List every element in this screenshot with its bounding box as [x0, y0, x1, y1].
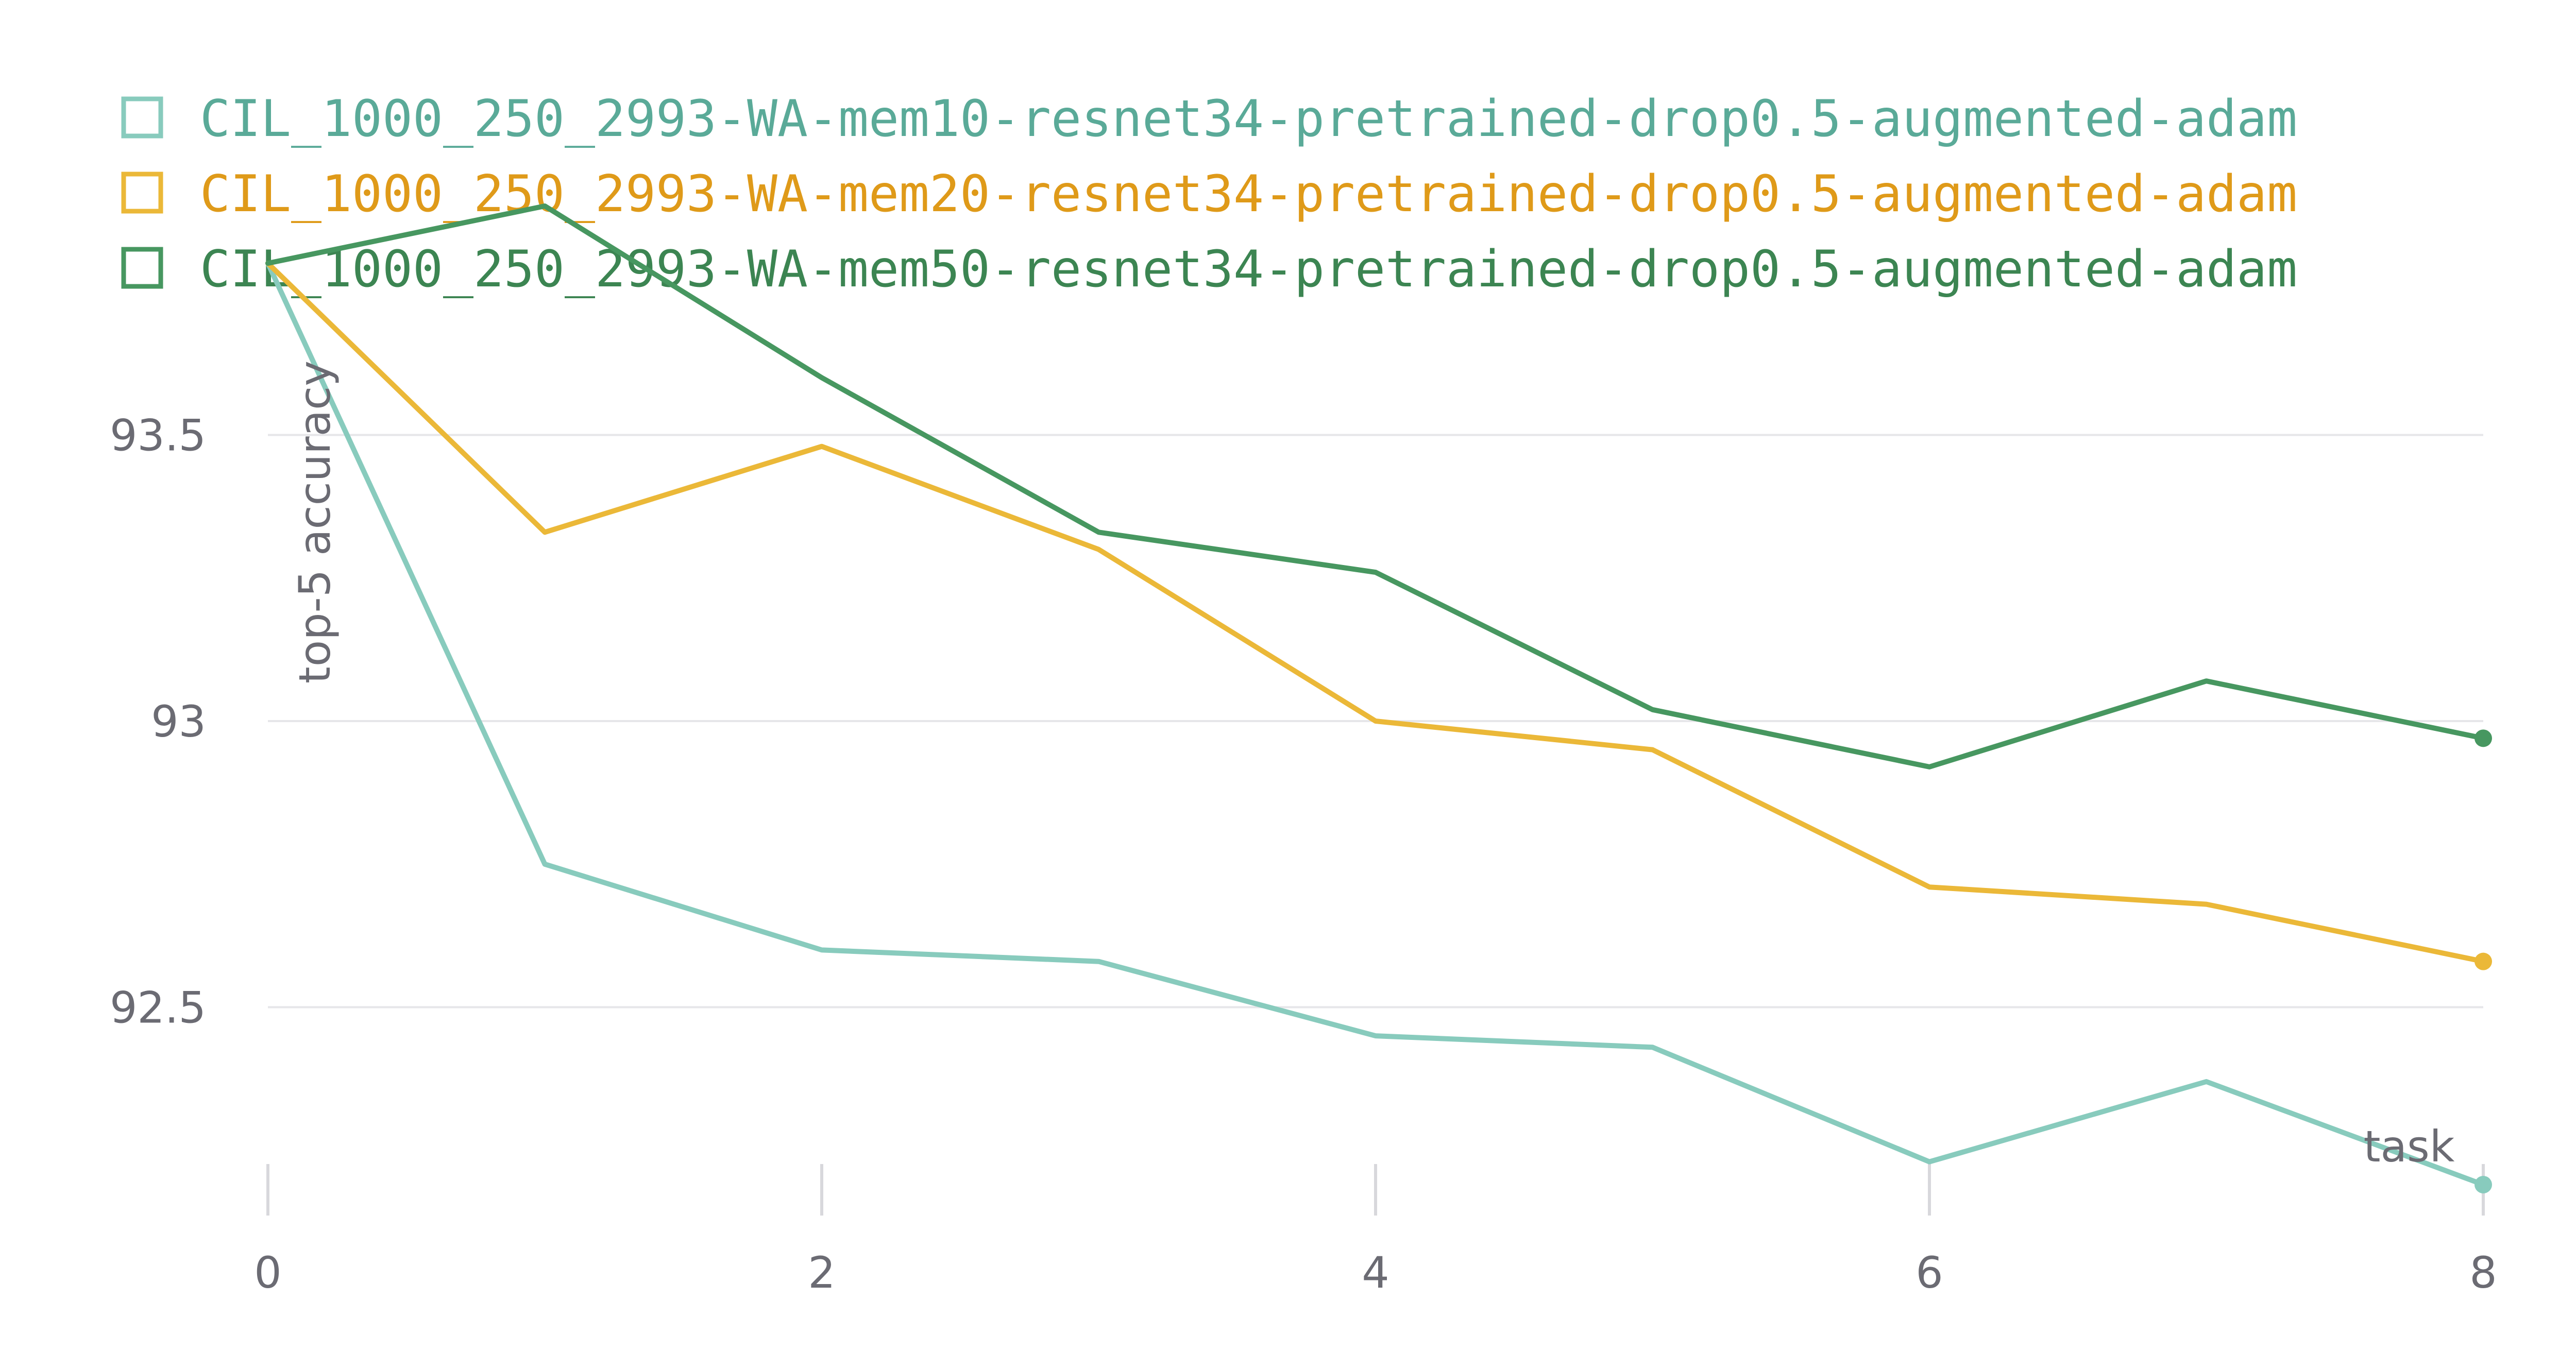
series-endpoint-3 [2475, 729, 2492, 747]
series-line-2 [265, 261, 2486, 964]
series-lines [265, 203, 2486, 1187]
x-axis-ticks [266, 1164, 2485, 1216]
x-tick-label: 0 [254, 1247, 281, 1298]
y-axis-tick-labels: 92.5 93 93.5 [110, 410, 206, 1033]
legend-swatch [121, 247, 163, 289]
y-tick-label: 93.5 [110, 410, 206, 460]
legend: CIL_1000_250_2993-WA-mem10-resnet34-pret… [121, 90, 2297, 299]
series-endpoints [2475, 729, 2492, 1193]
series-endpoint-1 [2475, 1176, 2492, 1193]
x-axis-title: task [2364, 1121, 2455, 1172]
y-axis-title: top-5 accuracy [290, 361, 340, 683]
legend-swatch [121, 172, 163, 214]
x-tick-label: 8 [2469, 1247, 2497, 1298]
series-endpoint-2 [2475, 952, 2492, 970]
x-axis-tick-labels: 0 2 4 6 8 [254, 1247, 2497, 1298]
x-tick-label: 4 [1362, 1247, 1389, 1298]
series-line-3 [265, 203, 2486, 770]
legend-swatch [121, 96, 163, 139]
legend-label: CIL_1000_250_2993-WA-mem50-resnet34-pret… [200, 240, 2297, 299]
series-line-1 [265, 261, 2486, 1187]
x-tick-label: 2 [808, 1247, 835, 1298]
x-tick-label: 6 [1916, 1247, 1943, 1298]
y-tick-label: 93 [151, 696, 206, 747]
legend-label: CIL_1000_250_2993-WA-mem20-resnet34-pret… [200, 165, 2297, 224]
y-tick-label: 92.5 [110, 983, 206, 1033]
legend-label: CIL_1000_250_2993-WA-mem10-resnet34-pret… [200, 90, 2297, 148]
